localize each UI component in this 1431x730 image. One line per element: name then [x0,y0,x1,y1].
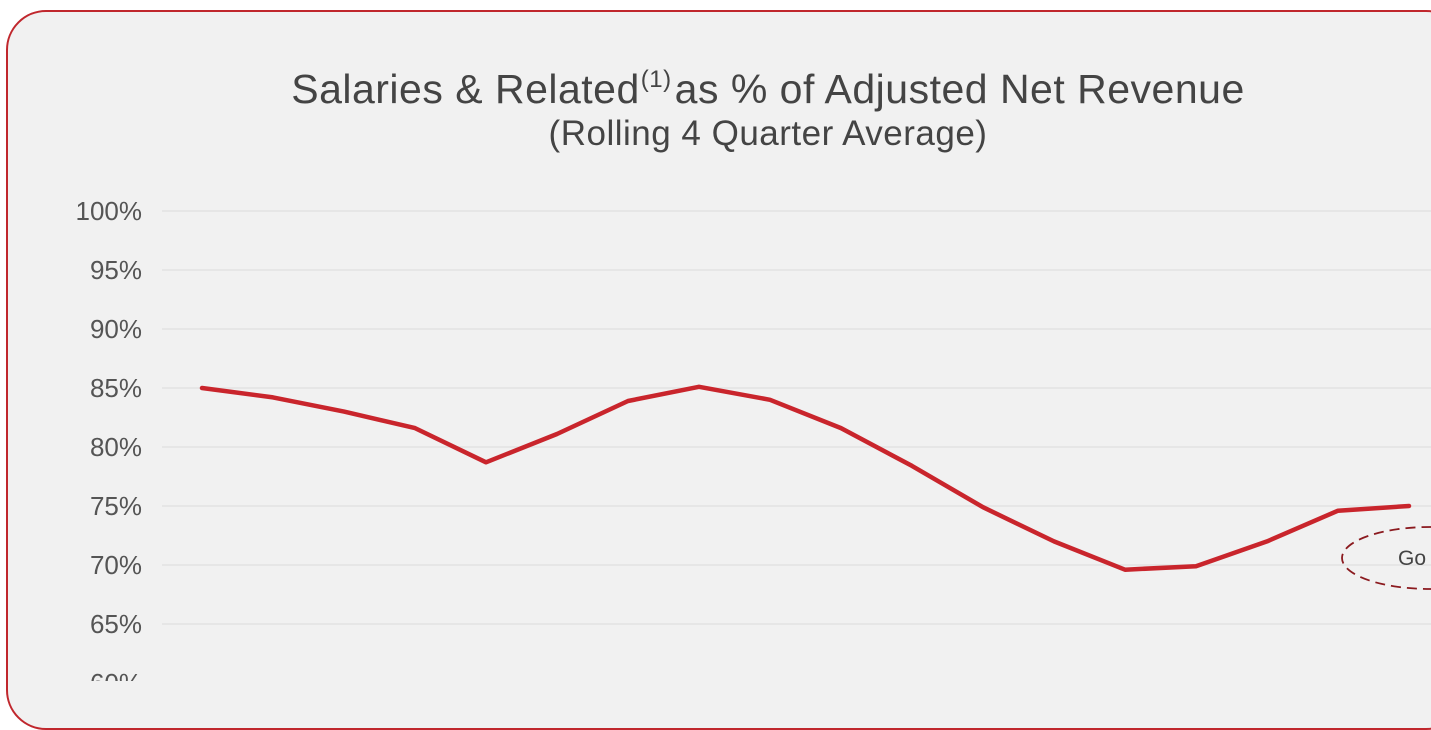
y-tick-label: 85% [90,373,142,403]
y-tick-label: 65% [90,609,142,639]
y-tick-label: 60% [90,668,142,681]
y-tick-label: 80% [90,432,142,462]
y-tick-label: 90% [90,314,142,344]
series-line [202,387,1409,570]
series-layer [202,387,1409,570]
y-tick-label: 70% [90,550,142,580]
y-tick-label: 95% [90,255,142,285]
y-tick-label: 100% [76,196,143,226]
goal-label: Go [1398,547,1426,570]
y-axis-tick-labels: 100% 95% 90% 85% 80% 75% 70% 65% 60% [76,196,143,681]
goal-annotation: Go [1342,527,1431,589]
y-tick-label: 75% [90,491,142,521]
line-chart: 100% 95% 90% 85% 80% 75% 70% 65% 60% Go [0,0,1431,681]
gridlines [162,211,1431,681]
